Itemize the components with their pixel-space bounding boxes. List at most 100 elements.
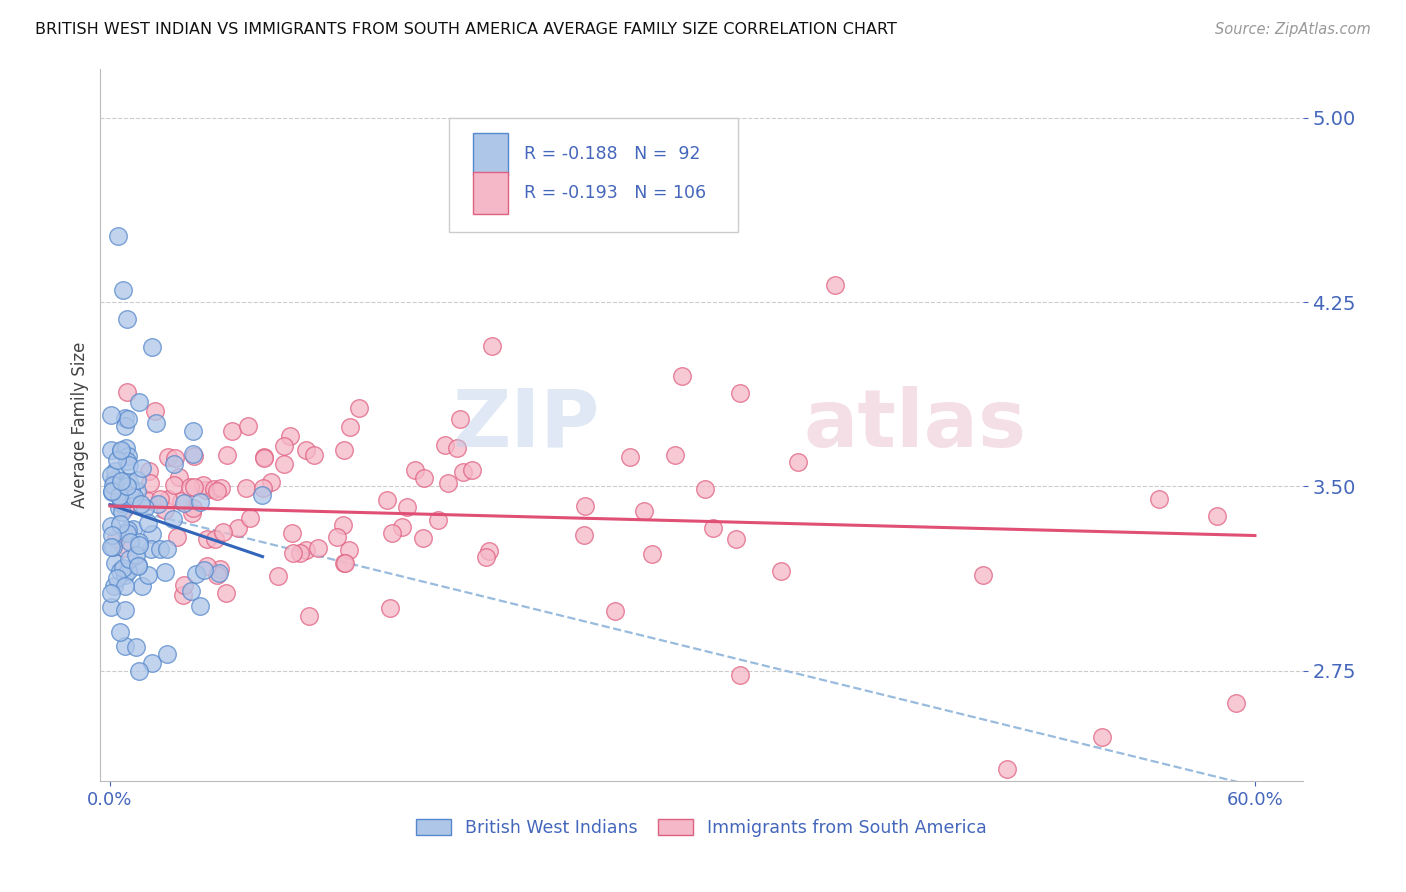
Point xyxy=(156,491,179,506)
Point xyxy=(100,528,122,542)
Point xyxy=(100,519,122,533)
Point xyxy=(114,411,136,425)
Point xyxy=(326,530,349,544)
Point xyxy=(128,394,150,409)
Point xyxy=(165,450,187,465)
Point xyxy=(253,450,276,465)
Point xyxy=(170,494,193,508)
Point xyxy=(117,564,139,578)
Point xyxy=(193,477,215,491)
Point xyxy=(295,442,318,457)
Point xyxy=(110,495,132,509)
Point xyxy=(141,341,163,355)
Point xyxy=(475,549,498,564)
Point xyxy=(138,464,160,478)
Point xyxy=(110,505,132,519)
Point xyxy=(183,480,205,494)
Point xyxy=(413,471,436,485)
Point xyxy=(156,542,179,557)
Point xyxy=(333,556,356,570)
Point xyxy=(453,465,475,479)
Point xyxy=(446,441,468,455)
Text: R = -0.188   N =  92: R = -0.188 N = 92 xyxy=(523,145,700,163)
Point xyxy=(117,458,139,473)
Point xyxy=(434,438,457,452)
Point xyxy=(478,544,501,558)
Point xyxy=(195,532,218,546)
Point xyxy=(267,569,290,583)
Point xyxy=(104,464,127,478)
Point xyxy=(204,483,226,497)
Point xyxy=(221,424,243,438)
Point xyxy=(101,485,124,500)
Point xyxy=(1091,730,1114,744)
Point xyxy=(104,557,127,571)
Point xyxy=(117,412,139,426)
Point xyxy=(215,585,238,599)
Point xyxy=(375,493,398,508)
Point xyxy=(108,501,131,516)
Point xyxy=(278,428,301,442)
Point xyxy=(1205,508,1227,523)
Point xyxy=(295,543,318,558)
Point xyxy=(208,566,231,580)
Point xyxy=(426,513,449,527)
Point xyxy=(105,571,128,585)
Point xyxy=(148,497,170,511)
Point xyxy=(725,532,748,546)
Point xyxy=(103,478,125,492)
Point xyxy=(156,450,179,464)
Point xyxy=(181,425,204,439)
Point xyxy=(204,533,226,547)
Text: R = -0.193   N = 106: R = -0.193 N = 106 xyxy=(523,184,706,202)
Point xyxy=(128,535,150,549)
Point xyxy=(128,538,150,552)
Point xyxy=(128,664,150,678)
Point xyxy=(333,443,356,458)
Point xyxy=(134,500,156,515)
Point xyxy=(131,579,153,593)
Point xyxy=(114,441,136,455)
Point xyxy=(824,277,846,292)
Point xyxy=(100,586,122,600)
Point xyxy=(281,525,304,540)
Point xyxy=(391,520,413,534)
Point xyxy=(193,563,215,577)
Point xyxy=(260,475,283,489)
Point xyxy=(380,600,402,615)
Point xyxy=(166,530,188,544)
Point xyxy=(181,506,204,520)
Point xyxy=(437,475,460,490)
Point xyxy=(125,484,148,499)
Point xyxy=(671,368,693,383)
Point xyxy=(115,454,138,468)
Point xyxy=(188,599,211,614)
Point xyxy=(181,447,204,461)
Point xyxy=(786,455,808,469)
Point xyxy=(120,534,142,549)
Point xyxy=(100,540,122,554)
Point xyxy=(173,496,195,510)
Point xyxy=(104,532,127,546)
Point xyxy=(143,404,166,418)
Point xyxy=(115,385,138,400)
Point xyxy=(205,484,228,499)
Point xyxy=(114,418,136,433)
Point xyxy=(117,449,139,463)
Point xyxy=(972,567,994,582)
Point xyxy=(127,558,149,573)
Point xyxy=(396,500,419,515)
Point xyxy=(207,567,229,582)
Point xyxy=(110,474,132,488)
Point xyxy=(307,541,329,555)
Point xyxy=(156,647,179,661)
Point xyxy=(136,567,159,582)
Point xyxy=(117,524,139,538)
Point xyxy=(693,482,716,496)
Point xyxy=(728,386,751,401)
Point xyxy=(155,502,177,516)
Point xyxy=(302,448,325,462)
Point xyxy=(153,565,176,579)
Point xyxy=(188,494,211,508)
Point xyxy=(103,540,125,554)
